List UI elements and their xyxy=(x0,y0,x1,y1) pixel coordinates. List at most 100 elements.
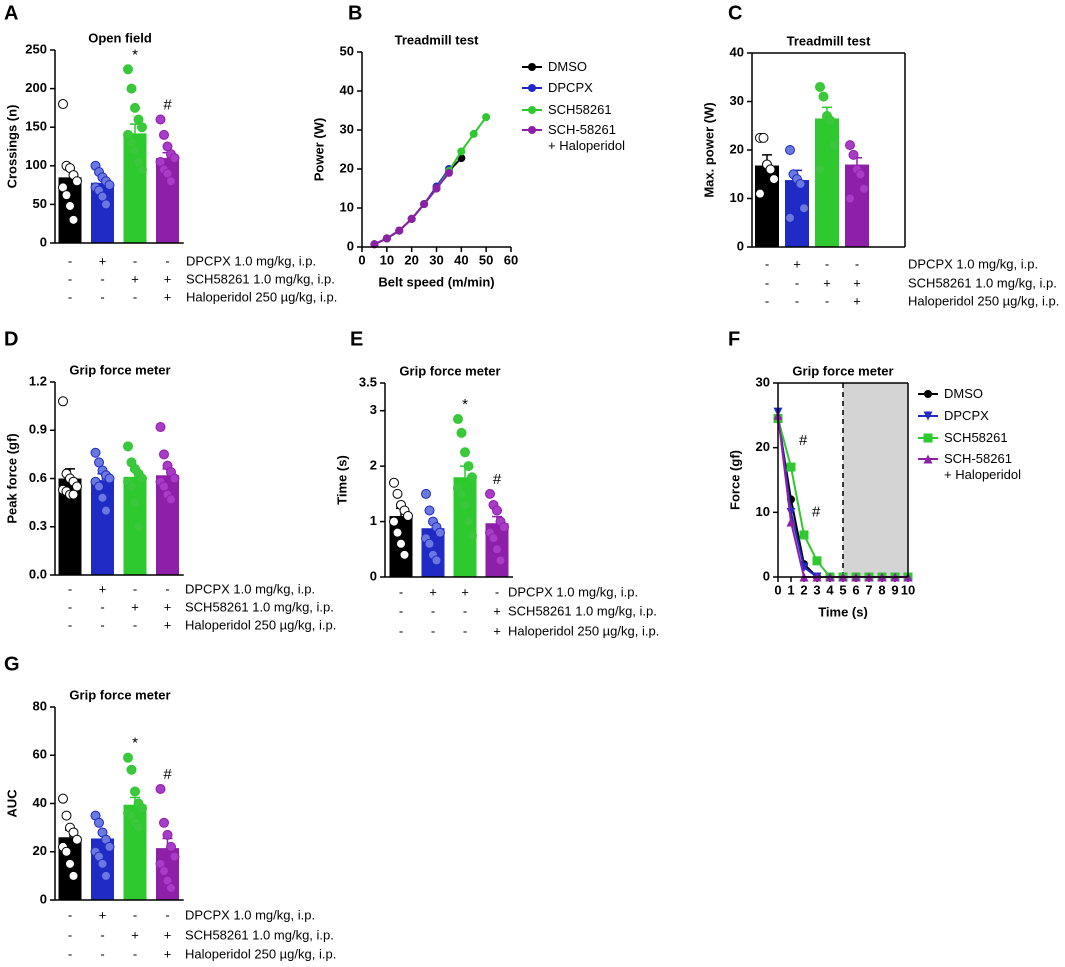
treatment-sign: - xyxy=(399,603,403,618)
treatment-sign: - xyxy=(68,927,72,942)
x-tick-label: 9 xyxy=(891,582,898,597)
panel-letter: D xyxy=(4,328,18,350)
data-point xyxy=(463,461,474,472)
y-tick-label: 50 xyxy=(340,43,354,58)
treatment-sign: - xyxy=(100,946,104,961)
data-point xyxy=(130,497,140,508)
data-point xyxy=(795,178,806,189)
y-tick-label: 50 xyxy=(33,196,47,211)
y-axis-label: Max. power (W) xyxy=(701,102,716,197)
data-point xyxy=(68,870,79,881)
data-point xyxy=(399,549,410,560)
annotation: # xyxy=(812,503,821,520)
treatment-sign: + xyxy=(429,584,437,599)
marker xyxy=(923,454,933,464)
data-point xyxy=(104,180,115,191)
treatment-sign: + xyxy=(164,271,172,286)
treatment-sign: + xyxy=(99,581,107,596)
data-point xyxy=(68,214,79,225)
y-tick-label: 250 xyxy=(25,41,47,56)
x-tick-label: 6 xyxy=(852,582,859,597)
data-point xyxy=(137,164,147,175)
data-point xyxy=(829,140,839,151)
y-tick-label: 30 xyxy=(730,93,744,108)
data-point xyxy=(758,132,769,143)
marker xyxy=(812,556,822,566)
treatment-sign: + xyxy=(493,603,501,618)
data-point xyxy=(488,533,499,544)
treatment-sign: - xyxy=(431,623,435,638)
x-tick-label: 40 xyxy=(454,252,468,267)
marker xyxy=(528,84,536,92)
treatment-sign: + xyxy=(131,271,139,286)
treatment-sign: + xyxy=(823,275,831,290)
x-axis-label: Belt speed (m/min) xyxy=(378,274,494,289)
y-tick-label: 10 xyxy=(730,190,744,205)
data-point xyxy=(61,190,72,201)
treatment-sign: - xyxy=(133,617,137,632)
y-tick-label: 2 xyxy=(370,458,377,473)
treatment-sign: - xyxy=(399,584,403,599)
marker xyxy=(528,106,536,114)
treatment-label: Haloperidol 250 µg/kg, i.p. xyxy=(185,946,336,961)
data-point xyxy=(101,505,111,516)
legend-label: SCH58261 xyxy=(944,430,1008,445)
treatment-sign: - xyxy=(68,599,72,614)
y-tick-label: 0 xyxy=(370,568,377,583)
y-tick-label: 3 xyxy=(370,402,377,417)
treatment-label: SCH58261 1.0 mg/kg, i.p. xyxy=(908,275,1057,290)
treatment-label: Haloperidol 250 µg/kg, i.p. xyxy=(186,289,337,304)
treatment-sign: - xyxy=(68,271,72,286)
treatment-sign: + xyxy=(853,293,861,308)
data-point xyxy=(765,164,776,175)
x-tick-label: 1 xyxy=(787,582,794,597)
treatment-sign: - xyxy=(165,253,169,268)
treatment-sign: - xyxy=(100,599,104,614)
y-tick-label: 0.3 xyxy=(29,518,47,533)
data-point xyxy=(94,817,104,828)
x-tick-label: 10 xyxy=(380,252,394,267)
bar xyxy=(815,118,839,247)
data-point xyxy=(130,786,140,797)
treatment-sign: + xyxy=(164,289,172,304)
marker xyxy=(786,462,796,472)
y-tick-label: 0 xyxy=(737,238,744,253)
data-point xyxy=(159,449,169,460)
data-point xyxy=(456,427,467,438)
series-line xyxy=(373,168,450,246)
data-point xyxy=(435,527,445,538)
annotation: # xyxy=(799,432,808,449)
treatment-sign: - xyxy=(100,617,104,632)
treatment-label: Haloperidol 250 µg/kg, i.p. xyxy=(508,623,659,638)
data-point xyxy=(403,511,413,522)
marker xyxy=(444,168,453,177)
treatment-sign: - xyxy=(795,275,799,290)
panel-letter: G xyxy=(4,653,20,675)
data-point xyxy=(818,91,829,102)
marker xyxy=(420,200,429,209)
treatment-sign: - xyxy=(825,293,829,308)
legend-label: DMSO xyxy=(944,386,983,401)
x-tick-label: 50 xyxy=(479,252,493,267)
legend-label: SCH-58261 + Haloperidol xyxy=(548,122,625,153)
y-tick-label: 40 xyxy=(730,44,744,59)
panel-letter: A xyxy=(4,2,18,24)
bar xyxy=(58,478,82,575)
data-point xyxy=(58,396,68,407)
data-point xyxy=(467,472,477,483)
x-tick-label: 30 xyxy=(429,252,443,267)
treatment-sign: - xyxy=(463,603,467,618)
data-point xyxy=(421,488,431,499)
marker xyxy=(382,234,391,243)
y-tick-label: 40 xyxy=(33,795,47,810)
treatment-label: SCH58261 1.0 mg/kg, i.p. xyxy=(185,927,334,942)
data-point xyxy=(424,538,435,549)
treatment-sign: + xyxy=(164,927,172,942)
data-point xyxy=(815,164,825,175)
chart-title: Treadmill test xyxy=(787,33,871,48)
data-point xyxy=(68,489,79,500)
marker xyxy=(482,113,491,122)
data-point xyxy=(485,488,495,499)
